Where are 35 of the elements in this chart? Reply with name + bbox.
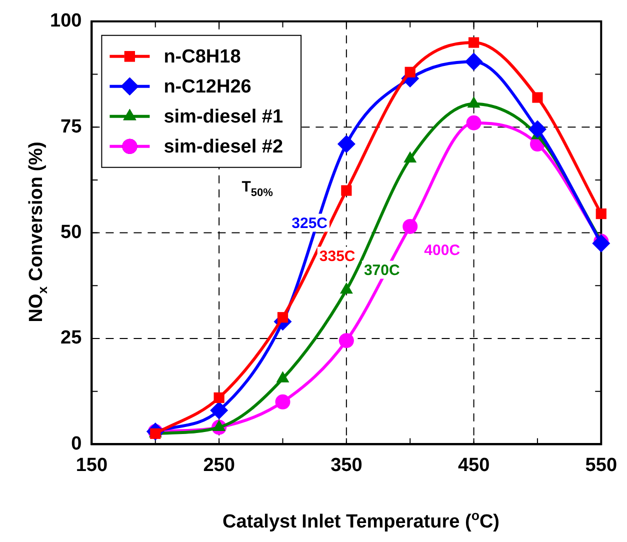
point <box>341 185 352 196</box>
point <box>337 135 356 154</box>
point <box>528 120 546 138</box>
point <box>464 52 483 71</box>
y-tick-label: 0 <box>71 433 82 454</box>
x-axis-title: Catalyst Inlet Temperature ($^{o}$C) <box>221 508 500 534</box>
annotation: 400C <box>424 242 460 259</box>
x-tick-label: 350 <box>330 454 362 476</box>
x-tick-label: 550 <box>585 454 617 476</box>
point <box>210 401 228 420</box>
legend-label: sim-diesel #1 <box>164 106 284 128</box>
annotation: 335C <box>319 248 356 265</box>
point <box>468 37 480 48</box>
legend-label: n-C8H18 <box>164 46 241 68</box>
x-tick-label: 150 <box>76 454 108 476</box>
annotation: 370C <box>364 262 400 279</box>
point <box>275 394 290 410</box>
y-tick-label: 100 <box>50 10 82 32</box>
point <box>214 392 224 403</box>
point <box>404 66 416 78</box>
point <box>532 92 543 103</box>
annotation: 325C <box>292 214 328 232</box>
point <box>402 218 418 234</box>
x-tick-label: 250 <box>203 454 235 476</box>
point <box>338 333 354 348</box>
point <box>592 234 610 252</box>
legend-label: n-C12H26 <box>164 76 252 98</box>
y-tick-label: 25 <box>60 328 82 349</box>
point <box>466 115 482 130</box>
point <box>596 208 606 220</box>
y-tick-label: 75 <box>60 116 82 138</box>
x-tick-label: 450 <box>458 454 490 476</box>
point <box>277 312 288 323</box>
y-tick-label: 50 <box>60 222 82 244</box>
legend-label: sim-diesel #2 <box>164 136 284 158</box>
